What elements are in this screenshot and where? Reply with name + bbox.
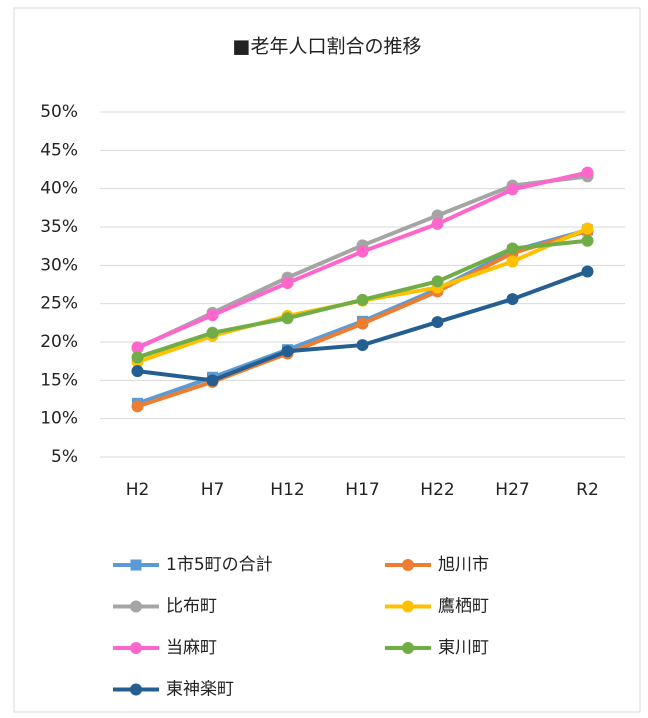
legend-label: 比布町: [166, 597, 217, 617]
data-point: [281, 312, 294, 325]
chart-title: ■老年人口割合の推移: [233, 36, 422, 58]
legend-marker: [402, 559, 414, 571]
data-point: [431, 316, 444, 329]
y-tick-label: 10%: [40, 409, 78, 429]
data-point: [206, 326, 219, 339]
data-point: [356, 293, 369, 306]
legend-marker: [130, 600, 142, 613]
y-tick-label: 25%: [40, 294, 78, 314]
legend-marker: [130, 559, 142, 571]
legend-label: 鷹栖町: [438, 596, 489, 617]
data-point: [131, 400, 144, 413]
legend-marker: [402, 642, 414, 654]
data-point: [281, 345, 294, 358]
legend-marker: [402, 600, 414, 613]
data-point: [506, 255, 519, 268]
y-tick-label: 5%: [51, 447, 78, 467]
y-tick-label: 50%: [40, 102, 78, 122]
y-tick-label: 40%: [40, 179, 78, 199]
data-point: [356, 339, 369, 352]
chart-frame: [13, 7, 641, 713]
y-tick-label: 15%: [40, 370, 78, 390]
data-point: [431, 275, 444, 288]
data-point: [506, 293, 519, 306]
data-point: [206, 309, 219, 322]
y-tick-label: 20%: [40, 332, 78, 352]
x-tick-label: H12: [270, 480, 304, 500]
x-tick-label: R2: [576, 480, 599, 500]
x-tick-label: H17: [345, 480, 379, 500]
data-point: [206, 374, 219, 387]
legend-marker: [130, 642, 142, 654]
legend-marker: [130, 683, 142, 696]
data-point: [131, 351, 144, 364]
x-tick-label: H22: [420, 480, 454, 500]
data-point: [581, 222, 594, 235]
data-point: [281, 276, 294, 289]
legend-label: 東神楽町: [166, 680, 234, 700]
data-point: [506, 242, 519, 255]
data-point: [131, 341, 144, 354]
x-tick-label: H27: [495, 480, 529, 500]
legend-label: 東川町: [438, 638, 489, 658]
data-point: [506, 183, 519, 196]
y-tick-label: 35%: [40, 217, 78, 237]
data-point: [431, 217, 444, 230]
y-tick-label: 30%: [40, 255, 78, 275]
legend-label: 旭川市: [438, 555, 489, 575]
legend-label: 当麻町: [166, 638, 217, 658]
data-point: [356, 245, 369, 258]
legend-label: 1市5町の合計: [166, 555, 273, 575]
data-point: [581, 265, 594, 278]
data-point: [431, 209, 444, 222]
data-point: [581, 234, 594, 247]
x-tick-label: H2: [126, 480, 150, 500]
data-point: [356, 317, 369, 330]
data-point: [131, 365, 144, 378]
x-tick-label: H7: [201, 480, 225, 500]
data-point: [581, 166, 594, 179]
y-tick-label: 45%: [40, 140, 78, 160]
